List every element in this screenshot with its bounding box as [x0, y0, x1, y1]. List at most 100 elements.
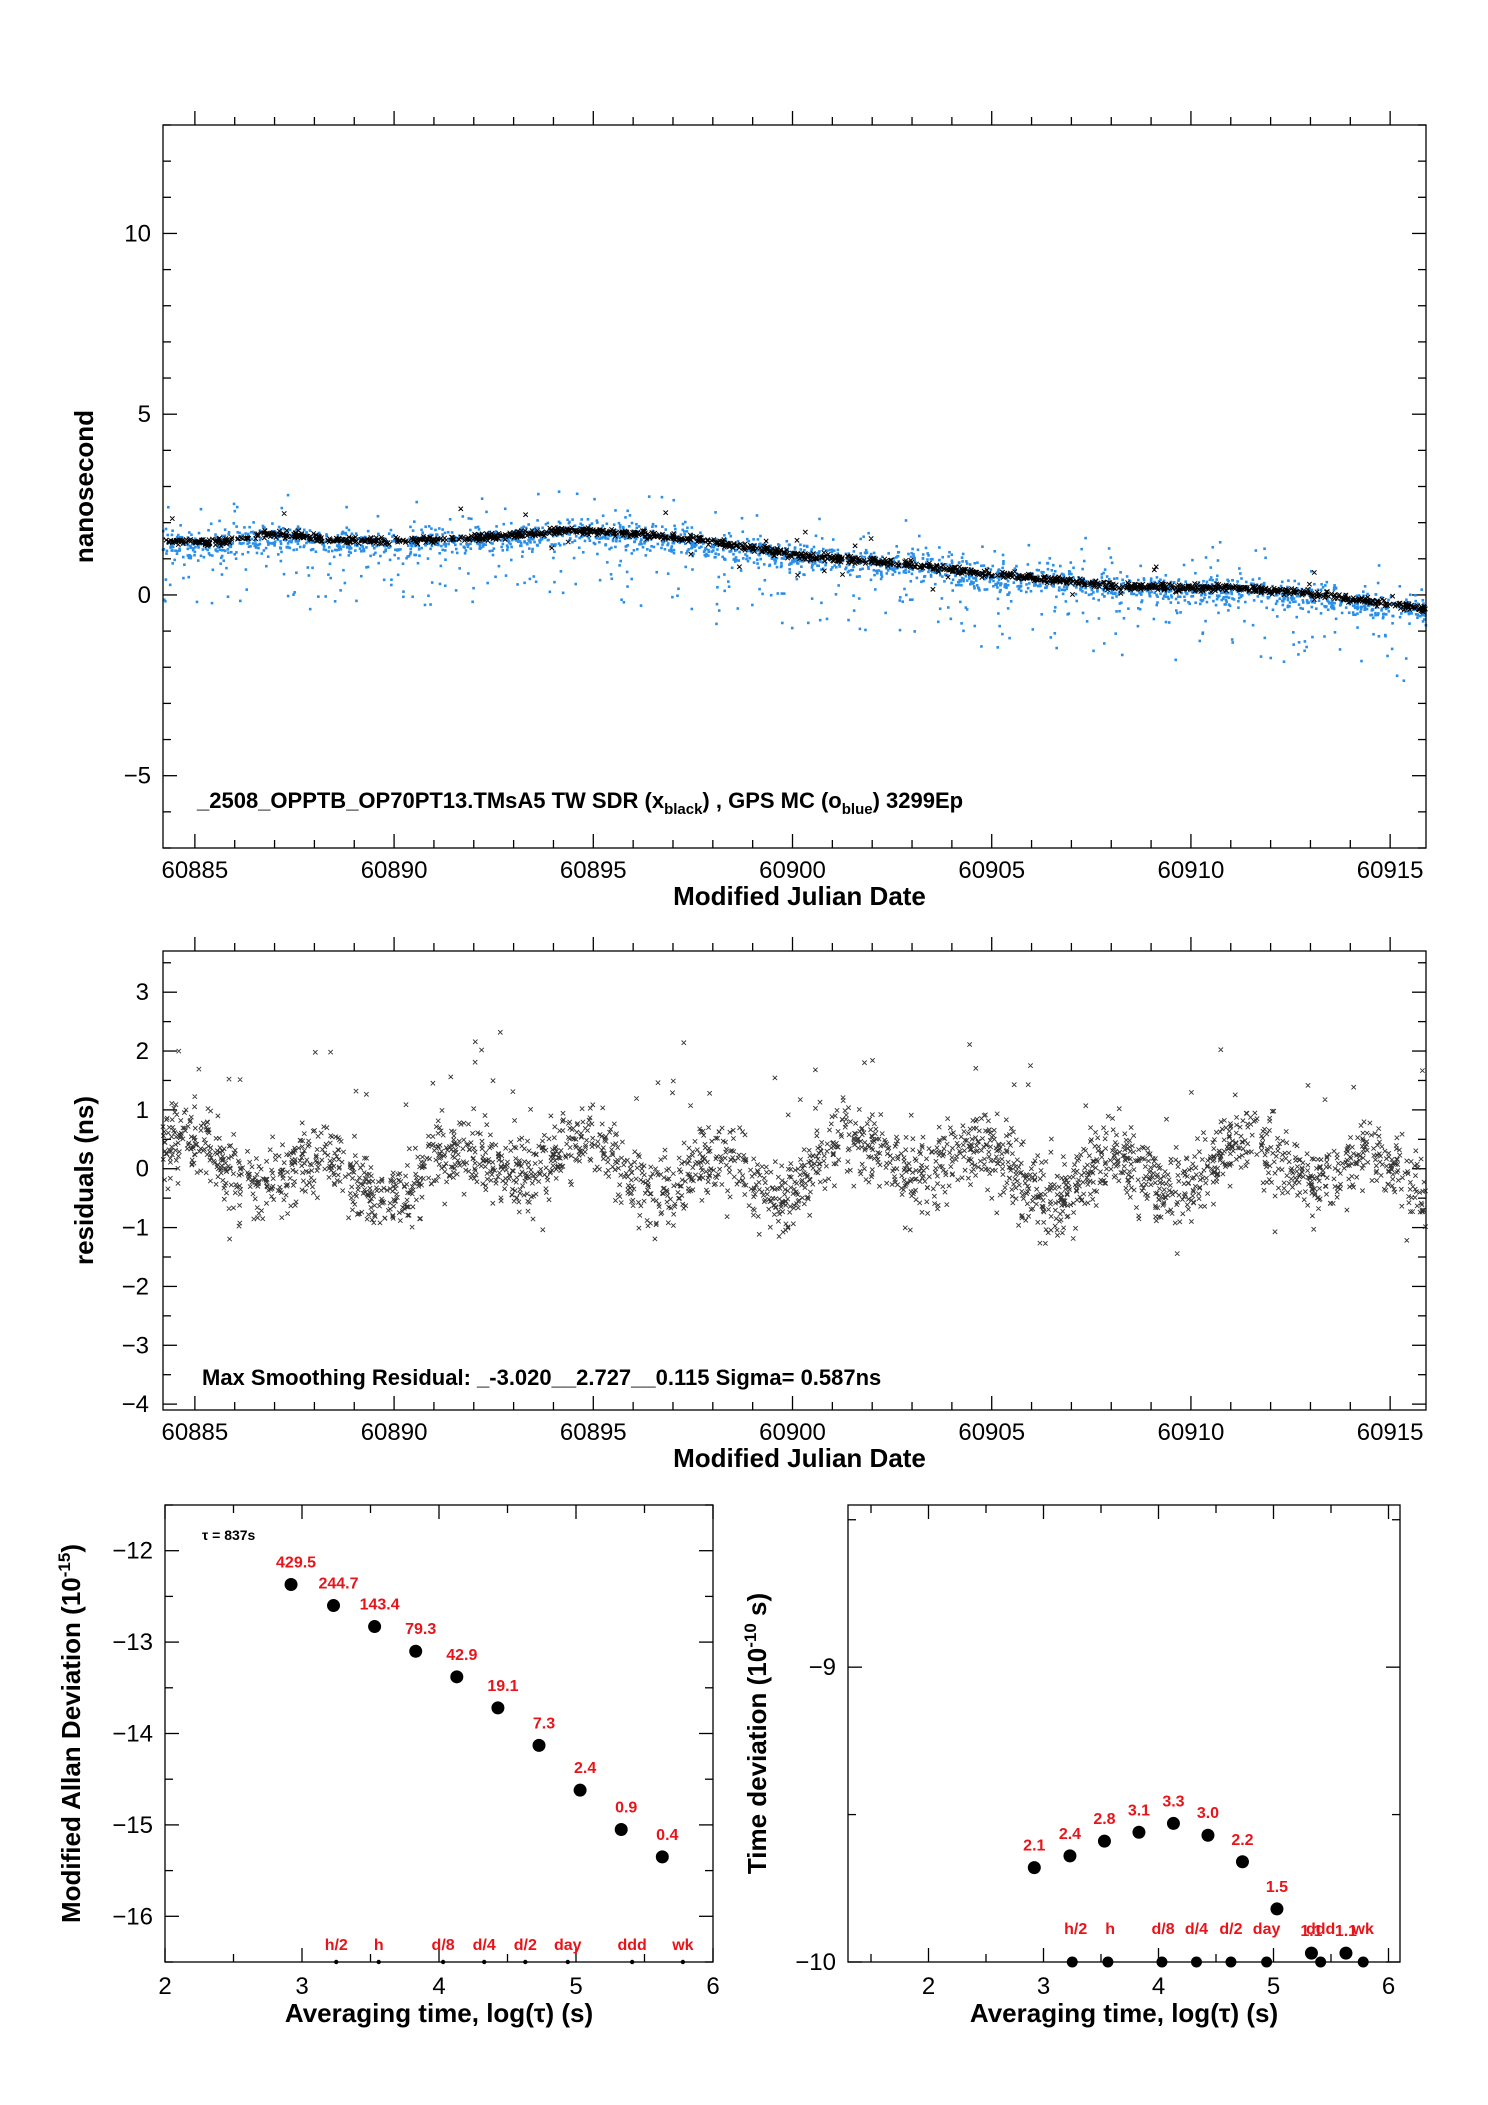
blue-point [167, 505, 170, 509]
blue-point [1177, 601, 1180, 605]
blue-point [273, 540, 277, 543]
blue-point [1079, 585, 1082, 589]
blue-point [440, 544, 443, 548]
blue-point [583, 539, 587, 543]
blue-point [1079, 588, 1083, 592]
blue-point [1225, 591, 1229, 594]
blue-point [1291, 594, 1294, 598]
blue-point [1106, 591, 1110, 595]
blue-point [286, 493, 290, 497]
blue-point [181, 555, 185, 559]
blue-point [1239, 572, 1242, 575]
blue-point [902, 570, 906, 573]
blue-point [540, 537, 544, 541]
blue-point [552, 556, 555, 560]
blue-point [1262, 581, 1266, 585]
blue-point [1333, 631, 1337, 634]
blue-point [729, 550, 733, 553]
blue-point [271, 522, 274, 525]
blue-point [1185, 592, 1188, 595]
blue-point [344, 533, 348, 536]
blue-point [193, 537, 197, 541]
blue-point [1096, 590, 1099, 593]
blue-point [1330, 599, 1334, 603]
blue-point [282, 526, 285, 530]
blue-point [1204, 619, 1207, 623]
x-tick-label: 6 [706, 1973, 719, 2000]
blue-point [873, 573, 876, 577]
blue-point [415, 536, 419, 540]
blue-point [916, 548, 920, 552]
blue-point [1118, 602, 1122, 605]
blue-point [662, 540, 666, 544]
blue-point [1260, 584, 1263, 588]
point-label: 3.3 [1162, 1793, 1184, 1810]
point-label: 143.4 [360, 1597, 400, 1614]
blue-point [450, 531, 454, 534]
blue-point [345, 526, 349, 529]
annotation-sub: black [664, 801, 703, 818]
blue-point [666, 543, 669, 547]
blue-point [1307, 610, 1310, 614]
blue-point [1236, 580, 1239, 583]
blue-point [988, 580, 992, 584]
blue-point [170, 533, 174, 537]
blue-point [996, 576, 999, 579]
blue-point [470, 517, 473, 521]
blue-point [1031, 628, 1035, 631]
y-label-main: Modified Allan Deviation (10 [56, 1577, 86, 1923]
blue-point [1183, 599, 1187, 602]
blue-point [1002, 562, 1005, 566]
blue-point [872, 551, 876, 555]
blue-point [1107, 577, 1111, 581]
blue-point [1400, 612, 1403, 615]
blue-point [571, 518, 574, 521]
blue-point [402, 590, 405, 593]
blue-point [1136, 607, 1140, 610]
blue-point [311, 566, 314, 570]
blue-point [244, 532, 247, 535]
blue-point [527, 538, 530, 542]
y-tick-label: −10 [795, 1949, 836, 1976]
blue-point [837, 584, 840, 587]
blue-point [537, 526, 540, 530]
blue-point [247, 545, 251, 549]
blue-point [348, 547, 351, 550]
blue-point [1122, 591, 1125, 595]
blue-point [1355, 605, 1359, 609]
blue-point [276, 536, 279, 540]
blue-point [361, 545, 365, 548]
blue-point [606, 537, 610, 540]
blue-point [1050, 569, 1054, 572]
blue-point [723, 558, 727, 561]
blue-point [1081, 567, 1084, 571]
blue-point [867, 531, 870, 535]
blue-point [831, 538, 835, 541]
blue-point [948, 550, 951, 554]
blue-point [770, 557, 774, 561]
blue-point [1075, 586, 1078, 589]
time-series-panel: 60885 60890 60895 60900 60905 60910 60915Modif… [69, 111, 1428, 911]
blue-point [751, 603, 754, 607]
blue-point [1062, 588, 1065, 592]
blue-point [788, 571, 792, 574]
blue-point [1239, 595, 1243, 599]
blue-point [429, 547, 432, 551]
blue-point [624, 545, 628, 548]
blue-point [1142, 578, 1146, 582]
blue-point [732, 552, 735, 556]
blue-point [852, 609, 856, 612]
blue-point [999, 583, 1002, 587]
blue-point [194, 545, 197, 549]
blue-point [1004, 582, 1007, 586]
blue-point [1188, 602, 1192, 606]
blue-point [1220, 591, 1223, 594]
blue-point [312, 533, 315, 537]
blue-point [755, 514, 759, 517]
blue-point [1081, 590, 1084, 593]
data-point [409, 1644, 423, 1658]
blue-point [632, 549, 636, 552]
blue-point [1280, 599, 1284, 603]
data-point [491, 1701, 505, 1715]
blue-point [1178, 595, 1182, 599]
